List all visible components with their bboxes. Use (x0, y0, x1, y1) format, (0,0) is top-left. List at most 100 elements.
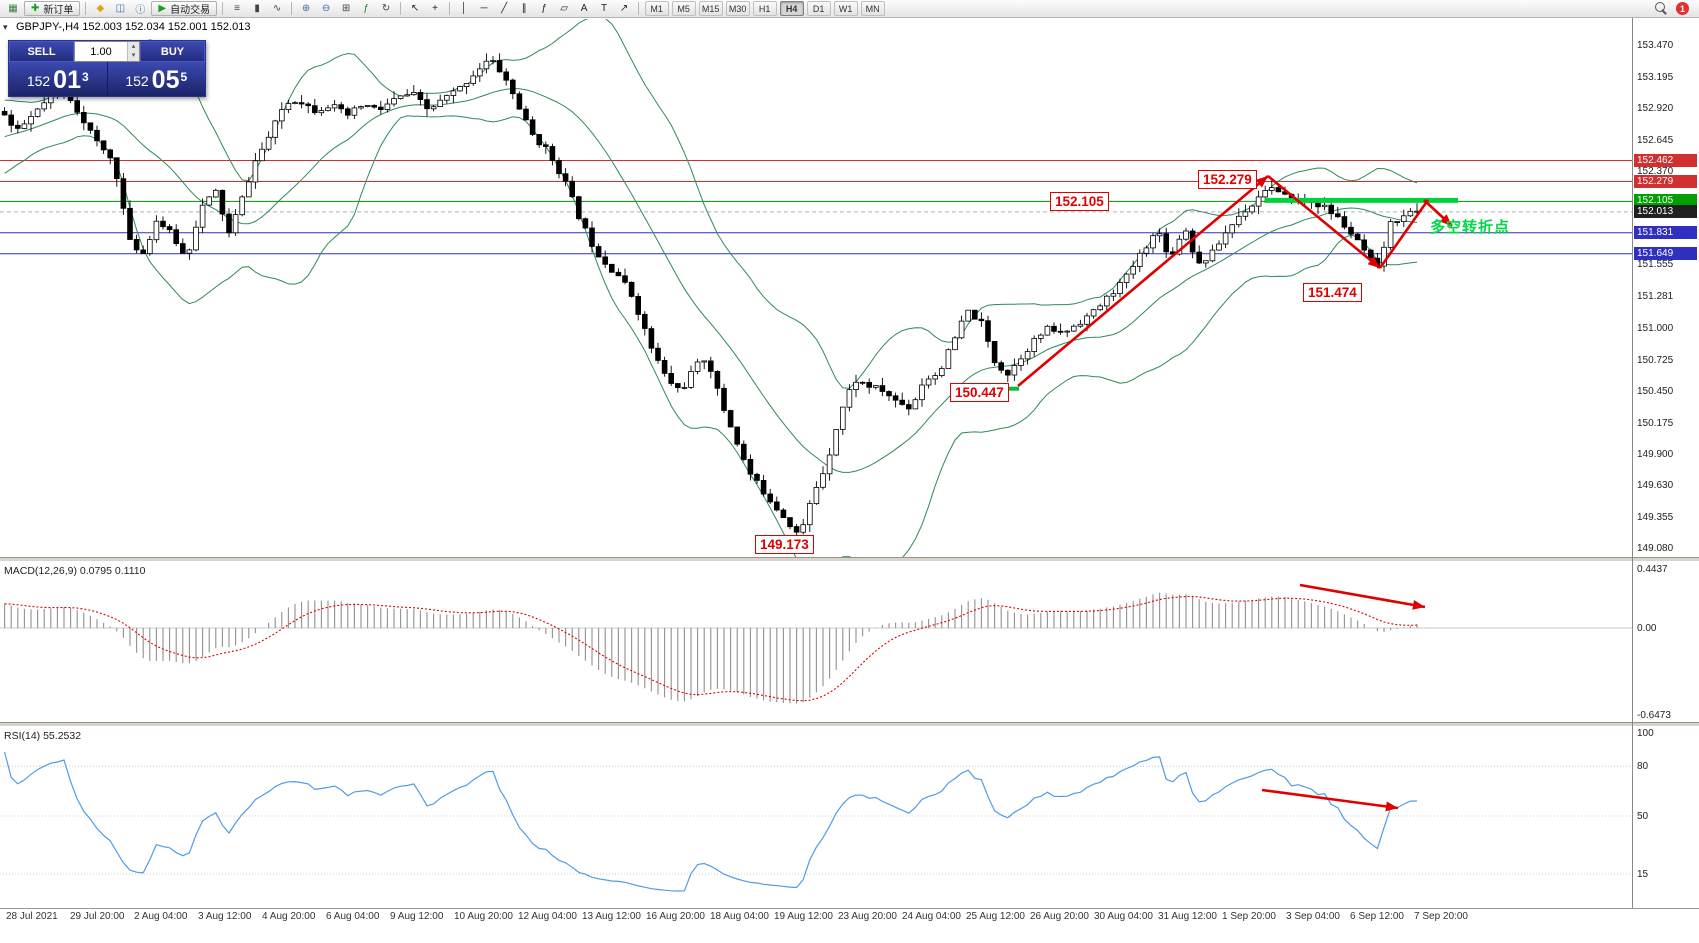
price-annotation[interactable]: 149.173 (755, 535, 814, 554)
bar-chart-icon[interactable]: ≡ (234, 3, 241, 14)
tile-windows-icon[interactable]: ⊞ (341, 3, 351, 14)
announcement-icon[interactable]: ◆ (96, 3, 105, 14)
vertical-line-icon[interactable]: │ (460, 3, 468, 14)
rsi-axis-label: 100 (1637, 728, 1654, 739)
price-axis-label: 149.355 (1637, 511, 1674, 523)
price-axis-label: 152.645 (1637, 134, 1674, 146)
panel-splitter-rsi[interactable] (0, 722, 1699, 727)
new-order-button[interactable]: ✚ 新订单 (24, 1, 81, 16)
price-axis-label: 152.920 (1637, 103, 1674, 114)
trendline-icon[interactable]: ╱ (501, 3, 508, 14)
time-axis-label: 29 Jul 20:00 (70, 911, 125, 922)
shapes-icon[interactable]: ▱ (560, 3, 568, 14)
text-label-icon[interactable]: T (601, 3, 608, 14)
spinner-down-icon[interactable]: ▾ (131, 52, 136, 59)
trend-arrows[interactable] (1017, 174, 1453, 812)
time-axis-label: 26 Aug 20:00 (1030, 911, 1089, 922)
notification-badge[interactable]: 1 (1676, 2, 1689, 15)
zoom-out-icon[interactable]: ⊖ (321, 3, 331, 14)
horizontal-line-icon[interactable]: ─ (480, 3, 488, 14)
sell-price-button[interactable]: 152 01 3 (9, 62, 107, 96)
time-axis-label: 4 Aug 20:00 (262, 911, 316, 922)
sell-button[interactable]: SELL (9, 41, 74, 62)
price-annotation[interactable]: 152.105 (1050, 192, 1109, 211)
info-icon[interactable]: ⓘ (135, 5, 146, 16)
price-axis-separator[interactable] (1632, 18, 1633, 908)
cursor-icon[interactable]: ↖ (410, 3, 420, 14)
price-axis-badge: 152.279 (1634, 174, 1697, 188)
channel-icon[interactable]: ∥ (521, 3, 527, 14)
volume-spinner: ▴ ▾ (127, 42, 139, 61)
sell-price-pips: 01 (53, 66, 81, 94)
crosshair-icon[interactable]: + (432, 3, 439, 14)
profiles-icon[interactable]: ◫ (115, 3, 126, 14)
sell-price-big: 152 (26, 73, 51, 89)
time-axis-label: 13 Aug 12:00 (582, 911, 641, 922)
turning-point-label[interactable]: 多空转折点 (1430, 219, 1511, 236)
line-chart-icon[interactable]: ∿ (272, 3, 282, 14)
timeframe-mn-button[interactable]: MN (860, 1, 885, 16)
sell-price-point: 3 (81, 70, 89, 84)
candlestick-chart-icon[interactable]: ▮ (254, 3, 260, 14)
timeframe-w1-button[interactable]: W1 (833, 1, 858, 16)
arrow-object-icon[interactable]: ↗ (619, 3, 629, 14)
price-annotation[interactable]: 152.279 (1198, 170, 1257, 189)
new-order-button-label: 新订单 (43, 5, 74, 16)
time-axis-label: 16 Aug 20:00 (646, 911, 705, 922)
price-annotation[interactable]: 150.447 (950, 383, 1009, 402)
price-axis-badge: 151.649 (1634, 246, 1697, 260)
macd-axis-label: -0.6473 (1637, 709, 1671, 721)
time-axis-label: 25 Aug 12:00 (966, 911, 1025, 922)
time-axis-label: 3 Aug 12:00 (198, 911, 252, 922)
time-axis-label: 3 Sep 04:00 (1286, 911, 1340, 922)
price-axis-label: 150.175 (1637, 417, 1674, 429)
zoom-in-icon[interactable]: ⊕ (301, 3, 311, 14)
text-icon[interactable]: A (580, 3, 588, 14)
chart-window-icon[interactable]: ▦ (8, 3, 18, 14)
indicators-icon[interactable]: ƒ (363, 3, 369, 14)
buy-button[interactable]: BUY (140, 41, 205, 62)
price-axis-label: 149.900 (1637, 449, 1674, 461)
search-icon[interactable] (1655, 2, 1668, 15)
horizontal-line-objects[interactable] (0, 160, 1632, 255)
timeframe-m15-button[interactable]: M15 (698, 1, 723, 16)
volume-input[interactable]: 1.00 ▴ ▾ (74, 41, 140, 62)
time-axis-label: 24 Aug 04:00 (902, 911, 961, 922)
timeframe-h1-button[interactable]: H1 (752, 1, 777, 16)
price-axis-badge: 151.831 (1634, 225, 1697, 239)
new-order-button-icon: ✚ (31, 3, 40, 14)
fibonacci-icon[interactable]: ƒ (541, 3, 547, 14)
timeframe-m1-button[interactable]: M1 (644, 1, 669, 16)
macd-indicator-label: MACD(12,26,9) 0.0795 0.1110 (4, 565, 146, 577)
rsi-indicator-label: RSI(14) 55.2532 (4, 730, 82, 742)
buy-price-point: 5 (180, 70, 188, 84)
panel-splitter-macd[interactable] (0, 557, 1699, 562)
refresh-icon[interactable]: ↻ (381, 3, 391, 14)
timeframe-m30-button[interactable]: M30 (725, 1, 750, 16)
time-axis-label: 9 Aug 12:00 (390, 911, 444, 922)
spinner-up-icon[interactable]: ▴ (131, 43, 136, 50)
buy-price-button[interactable]: 152 05 5 (107, 62, 205, 96)
price-annotation[interactable]: 151.474 (1303, 283, 1362, 302)
time-axis-label: 12 Aug 04:00 (518, 911, 577, 922)
time-axis-label: 1 Sep 20:00 (1222, 911, 1276, 922)
time-axis-label: 2 Aug 04:00 (134, 911, 188, 922)
auto-trading-button[interactable]: ▶ 自动交易 (151, 1, 218, 16)
trade-panel-collapse-icon[interactable]: ▾ (3, 22, 8, 32)
price-axis-label: 149.630 (1637, 480, 1674, 491)
time-axis-label: 31 Aug 12:00 (1158, 911, 1217, 922)
timeframe-h4-button[interactable]: H4 (779, 1, 804, 16)
timeframe-m5-button[interactable]: M5 (671, 1, 696, 16)
macd-axis-label: 0.00 (1637, 623, 1657, 634)
price-axis-label: 150.450 (1637, 386, 1674, 397)
price-axis-label: 152.370 (1637, 166, 1674, 177)
time-axis-label: 30 Aug 04:00 (1094, 911, 1153, 922)
toolbar-left-group: ▦ ✚ 新订单 ◆ ◫ ⓘ ▶ 自动交易 ≡ ▮ ∿ ⊕ ⊖ ⊞ ƒ ↻ ↖ + │ ─ ╱ ∥ ƒ ▱ A T ↗ M1 M5 M15 M… (4, 1, 885, 16)
timeframe-d1-button[interactable]: D1 (806, 1, 831, 16)
volume-value: 1.00 (90, 45, 112, 58)
time-axis-label: 6 Aug 04:00 (326, 911, 380, 922)
rsi-plot (0, 751, 1632, 892)
time-axis-label: 10 Aug 20:00 (454, 911, 513, 922)
